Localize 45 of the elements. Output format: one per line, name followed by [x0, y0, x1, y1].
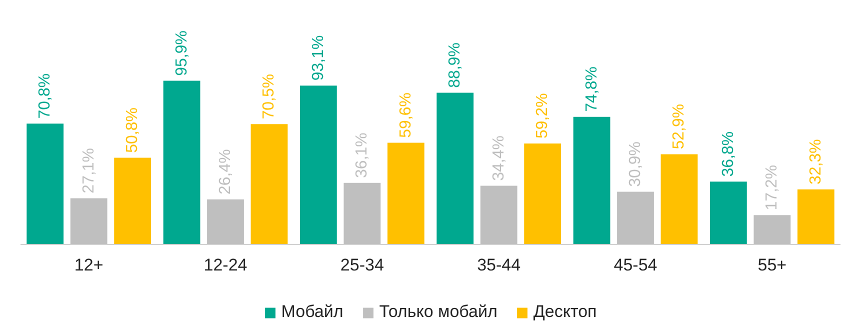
x-tick-label: 45-54	[614, 256, 658, 274]
bar	[436, 92, 474, 244]
x-tick-label: 35-44	[477, 256, 521, 274]
data-label: 17,2%	[764, 164, 781, 210]
data-label: 70,5%	[260, 74, 278, 120]
data-label: 74,8%	[583, 66, 600, 112]
data-label: 34,4%	[490, 135, 508, 181]
bar	[524, 143, 562, 244]
bar	[207, 199, 244, 244]
bar	[480, 186, 518, 244]
bar	[617, 192, 654, 244]
data-label: 36,1%	[354, 132, 371, 178]
x-tick-label: 12-24	[204, 256, 248, 274]
data-label: 32,3%	[807, 139, 824, 184]
bar	[344, 182, 381, 244]
data-label: 27,1%	[80, 148, 98, 194]
x-tick-label: 55+	[758, 256, 787, 274]
bar	[114, 158, 152, 244]
legend-label: Только мобайл	[379, 302, 498, 322]
data-label: 95,9%	[173, 30, 190, 76]
data-label: 59,2%	[534, 93, 552, 139]
bar	[300, 86, 337, 244]
data-label: 70,8%	[36, 73, 54, 119]
data-label: 88,9%	[446, 42, 464, 88]
data-label: 93,1%	[310, 35, 327, 81]
data-label: 52,9%	[670, 104, 688, 150]
bar	[660, 154, 698, 244]
legend-label: Десктоп	[533, 302, 597, 322]
bar	[387, 142, 424, 244]
data-label: 36,8%	[720, 131, 737, 177]
data-label: 59,6%	[397, 92, 414, 138]
x-tick-label: 12+	[74, 256, 104, 274]
bar	[163, 80, 200, 244]
bar	[754, 215, 791, 244]
data-label: 50,8%	[124, 108, 142, 153]
bar	[70, 198, 108, 244]
x-tick-label: 25-34	[340, 256, 384, 274]
bar	[797, 189, 834, 244]
bar	[573, 116, 610, 244]
data-label: 26,4%	[217, 149, 234, 195]
bar	[710, 182, 747, 244]
legend-label: Мобайл	[281, 302, 344, 322]
data-label: 30,9%	[627, 141, 644, 187]
bar	[250, 124, 288, 244]
bar	[26, 124, 64, 244]
